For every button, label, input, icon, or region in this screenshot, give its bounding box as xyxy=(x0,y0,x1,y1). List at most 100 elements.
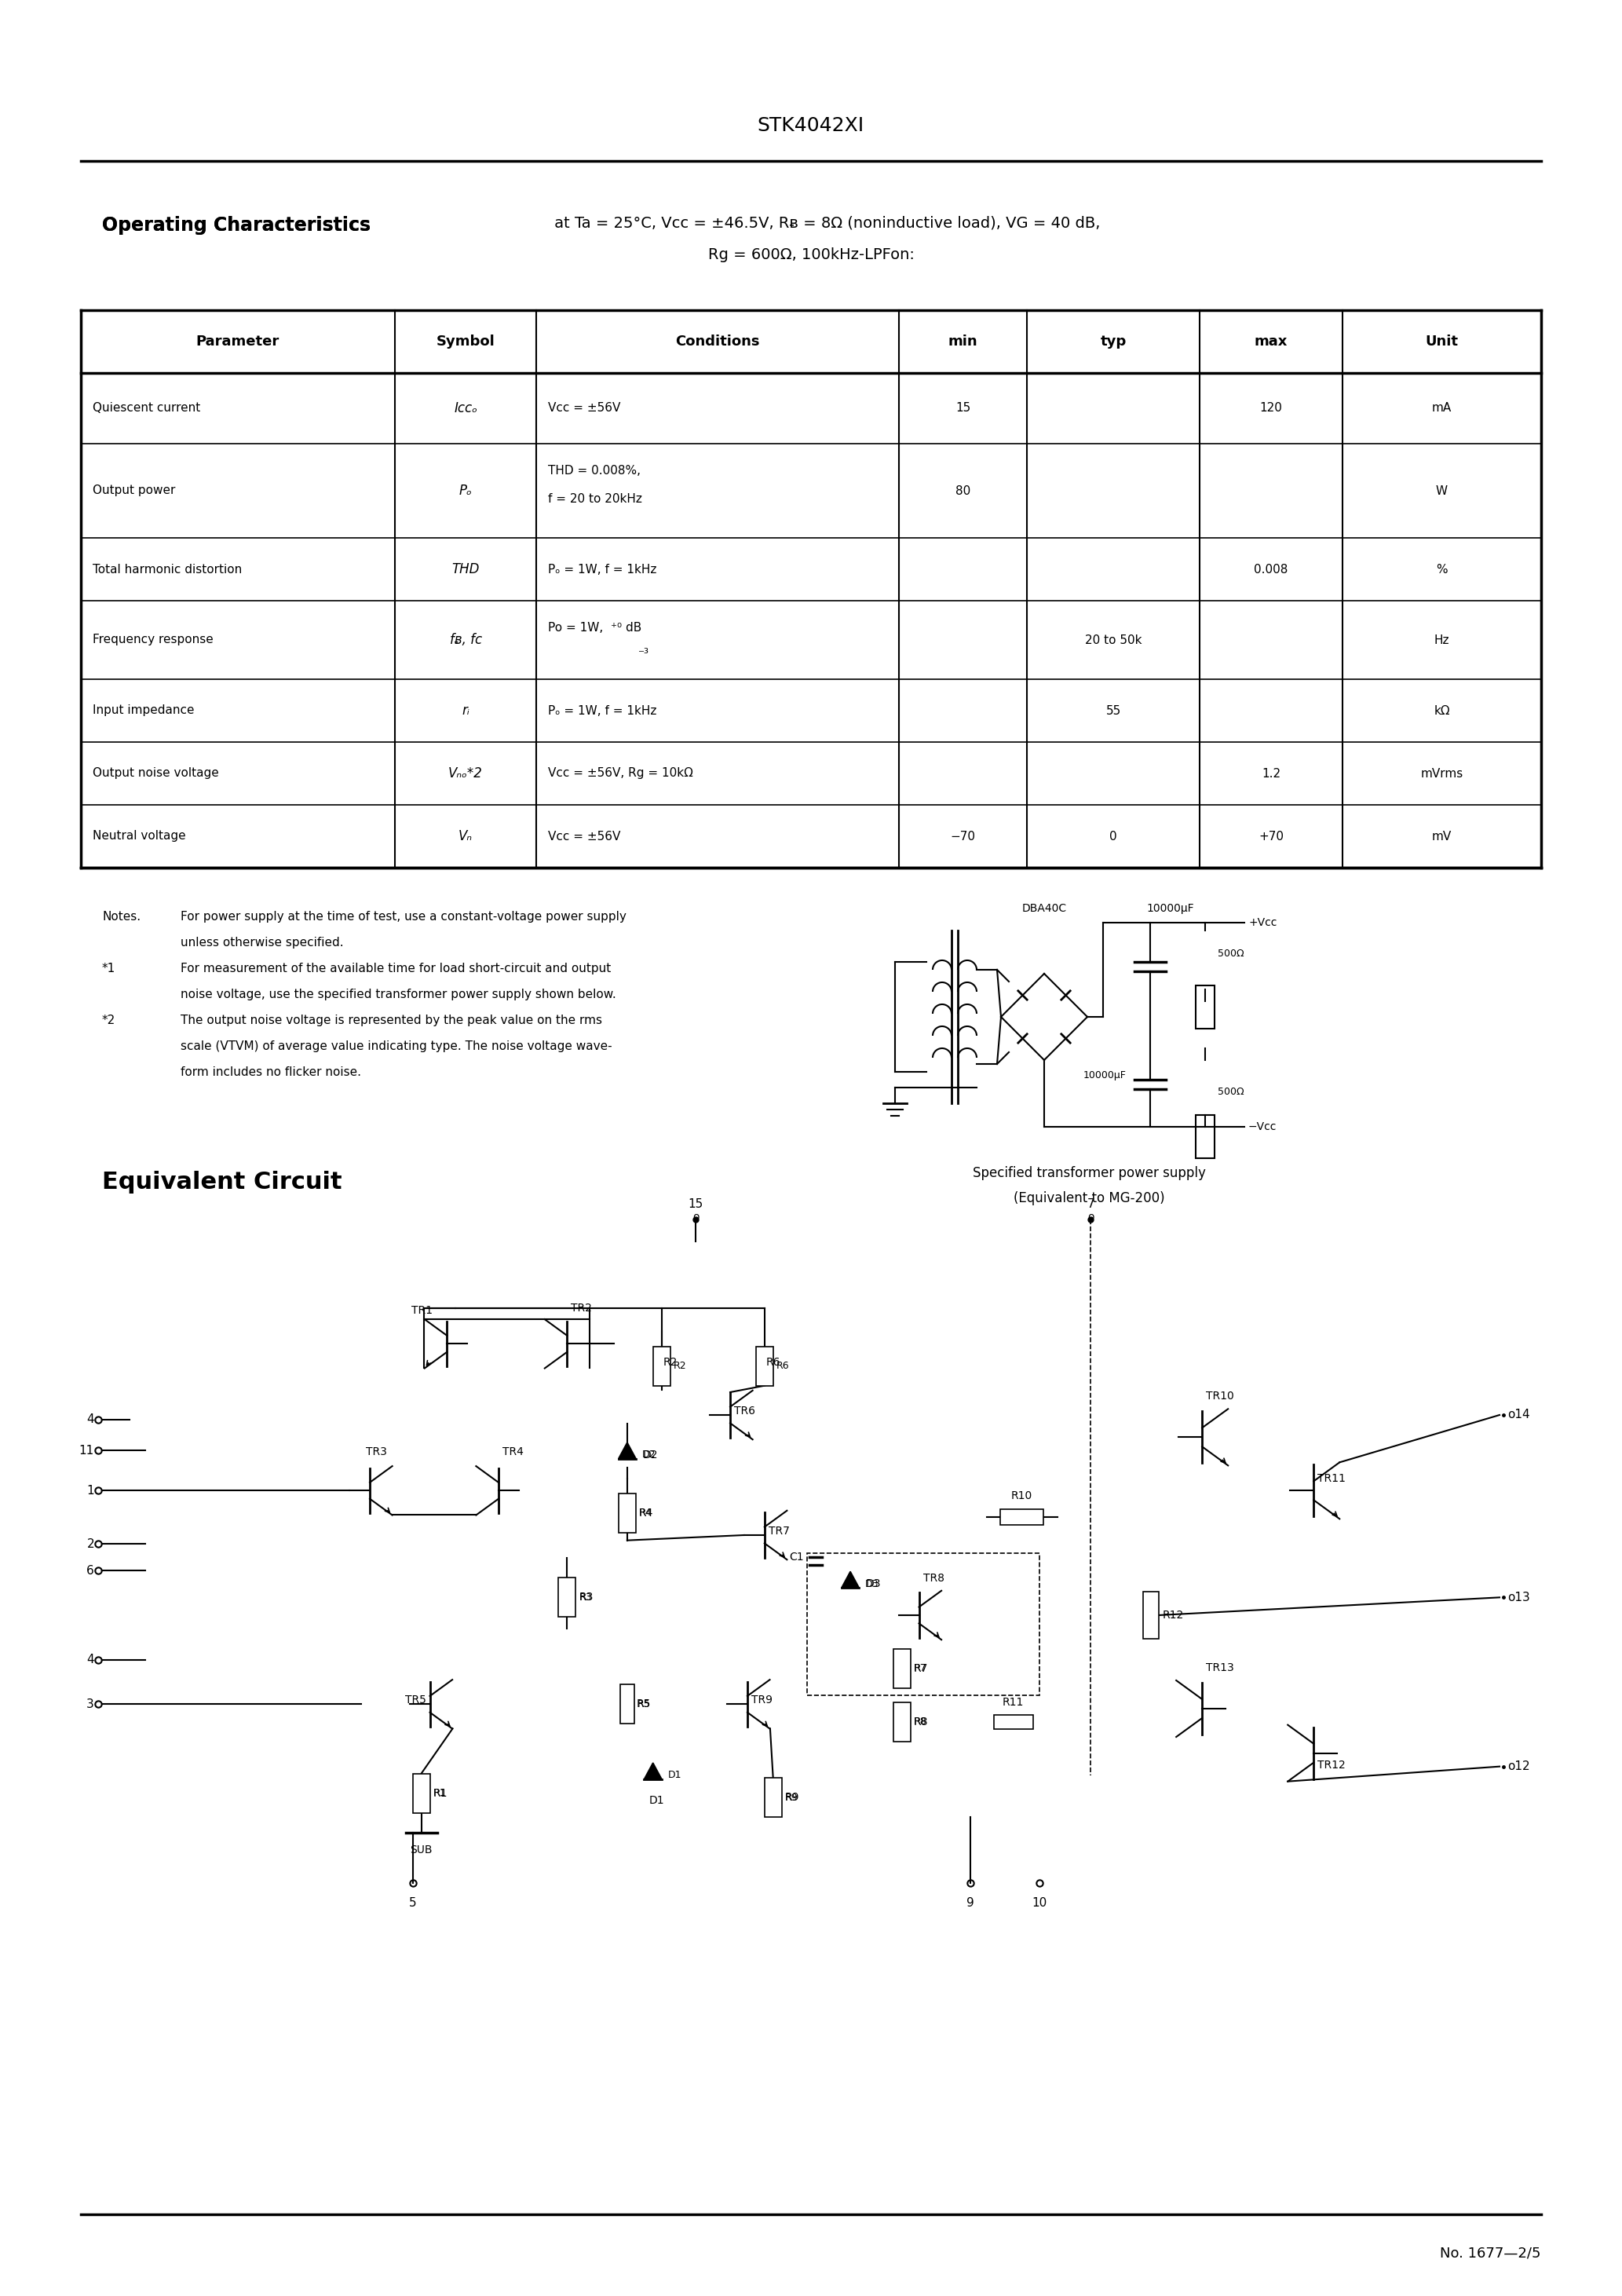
Text: DBA40C: DBA40C xyxy=(1022,902,1067,914)
Text: Frequency response: Frequency response xyxy=(92,634,214,645)
Text: R5: R5 xyxy=(637,1699,650,1711)
Text: D1: D1 xyxy=(649,1795,665,1807)
Text: TR8: TR8 xyxy=(923,1573,944,1584)
Text: TR7: TR7 xyxy=(769,1527,790,1536)
Text: o13: o13 xyxy=(1507,1591,1530,1603)
Bar xyxy=(756,1345,774,1387)
Text: 10000μF: 10000μF xyxy=(1083,1070,1127,1081)
Text: No. 1677—2/5: No. 1677—2/5 xyxy=(1440,2245,1541,2262)
Text: Vₙ: Vₙ xyxy=(459,829,472,843)
Polygon shape xyxy=(618,1442,636,1458)
Text: Notes.: Notes. xyxy=(102,912,141,923)
Text: R7: R7 xyxy=(913,1665,926,1674)
Text: fᴃ, fᴄ: fᴃ, fᴄ xyxy=(449,634,482,647)
Text: *1: *1 xyxy=(102,962,115,974)
Text: ₋₃: ₋₃ xyxy=(639,643,649,654)
Bar xyxy=(808,1552,1040,1694)
Bar xyxy=(654,1345,670,1387)
Text: 6: 6 xyxy=(86,1566,94,1577)
Text: 120: 120 xyxy=(1260,402,1283,413)
Text: Rg = 600Ω, 100kHz-LPFon:: Rg = 600Ω, 100kHz-LPFon: xyxy=(707,248,915,262)
Text: 3: 3 xyxy=(86,1699,94,1711)
Text: R5: R5 xyxy=(637,1699,650,1708)
Text: 0.008: 0.008 xyxy=(1254,563,1288,576)
Text: −70: −70 xyxy=(950,831,975,843)
Text: R8: R8 xyxy=(913,1717,928,1727)
Text: R9: R9 xyxy=(785,1793,798,1802)
Text: Pₒ = 1W, f = 1kHz: Pₒ = 1W, f = 1kHz xyxy=(548,705,657,716)
Text: R12: R12 xyxy=(1163,1609,1184,1621)
Bar xyxy=(994,1715,1033,1729)
Bar xyxy=(618,1492,636,1531)
Bar xyxy=(894,1649,910,1688)
Text: TR12: TR12 xyxy=(1317,1759,1346,1770)
Text: R9: R9 xyxy=(785,1793,800,1802)
Text: Vᴄᴄ = ±56V: Vᴄᴄ = ±56V xyxy=(548,402,621,413)
Text: 2: 2 xyxy=(86,1538,94,1550)
Text: 4: 4 xyxy=(86,1414,94,1426)
Text: D1: D1 xyxy=(668,1770,681,1779)
Bar xyxy=(412,1773,430,1814)
Text: 1: 1 xyxy=(86,1486,94,1497)
Text: 20 to 50k: 20 to 50k xyxy=(1085,634,1142,645)
Text: Total harmonic distortion: Total harmonic distortion xyxy=(92,563,242,576)
Text: Symbol: Symbol xyxy=(436,335,495,349)
Text: Equivalent Circuit: Equivalent Circuit xyxy=(102,1171,342,1194)
Text: f = 20 to 20kHz: f = 20 to 20kHz xyxy=(548,494,642,505)
Text: 1.2: 1.2 xyxy=(1262,767,1280,778)
Text: R7: R7 xyxy=(913,1662,928,1674)
Text: Conditions: Conditions xyxy=(675,335,759,349)
Text: TR13: TR13 xyxy=(1207,1662,1234,1674)
Text: +Vᴄᴄ: +Vᴄᴄ xyxy=(1249,916,1277,928)
Bar xyxy=(1144,1591,1158,1639)
Text: R1: R1 xyxy=(433,1789,448,1798)
Text: unless otherwise specified.: unless otherwise specified. xyxy=(180,937,344,948)
Text: mVrms: mVrms xyxy=(1421,767,1463,778)
Text: +70: +70 xyxy=(1259,831,1283,843)
Text: R10: R10 xyxy=(1011,1490,1033,1502)
Text: R4: R4 xyxy=(639,1508,654,1518)
Text: R6: R6 xyxy=(777,1362,790,1371)
Text: Unit: Unit xyxy=(1426,335,1458,349)
Text: 55: 55 xyxy=(1106,705,1121,716)
Text: For measurement of the available time for load short-circuit and output: For measurement of the available time fo… xyxy=(180,962,611,974)
Text: TR6: TR6 xyxy=(735,1405,756,1417)
Text: THD: THD xyxy=(453,563,480,576)
Text: W: W xyxy=(1435,484,1448,496)
Text: TR4: TR4 xyxy=(503,1446,524,1458)
Text: 10: 10 xyxy=(1032,1896,1046,1908)
Bar xyxy=(1195,985,1215,1029)
Text: TR5: TR5 xyxy=(406,1694,427,1706)
Text: TR9: TR9 xyxy=(751,1694,772,1706)
Text: −Vᴄᴄ: −Vᴄᴄ xyxy=(1249,1120,1277,1132)
Text: D3: D3 xyxy=(865,1580,879,1589)
Text: 500Ω: 500Ω xyxy=(1218,1086,1244,1097)
Text: mV: mV xyxy=(1432,831,1452,843)
Text: TR3: TR3 xyxy=(367,1446,388,1458)
Text: R2: R2 xyxy=(673,1362,686,1371)
Text: R8: R8 xyxy=(913,1717,926,1727)
Text: rᵢ: rᵢ xyxy=(462,703,469,719)
Text: Vᴄᴄ = ±56V: Vᴄᴄ = ±56V xyxy=(548,831,621,843)
Text: R1: R1 xyxy=(433,1789,446,1798)
Text: o14: o14 xyxy=(1507,1410,1530,1421)
Text: R3: R3 xyxy=(579,1593,592,1603)
Text: C1: C1 xyxy=(790,1552,805,1564)
Text: Output noise voltage: Output noise voltage xyxy=(92,767,219,778)
Text: Vₙₒ*2: Vₙₒ*2 xyxy=(448,767,483,781)
Text: D2: D2 xyxy=(642,1449,655,1460)
Text: TR1: TR1 xyxy=(412,1306,433,1316)
Text: 15: 15 xyxy=(955,402,970,413)
Text: o12: o12 xyxy=(1507,1761,1530,1773)
Text: %: % xyxy=(1435,563,1447,576)
Text: max: max xyxy=(1254,335,1288,349)
Text: R6: R6 xyxy=(766,1357,780,1368)
Bar xyxy=(1001,1508,1043,1525)
Text: 10000μF: 10000μF xyxy=(1147,902,1194,914)
Text: Input impedance: Input impedance xyxy=(92,705,195,716)
Text: STK4042XI: STK4042XI xyxy=(757,117,865,135)
Text: Quiescent current: Quiescent current xyxy=(92,402,201,413)
Text: noise voltage, use the specified transformer power supply shown below.: noise voltage, use the specified transfo… xyxy=(180,990,616,1001)
Text: mA: mA xyxy=(1432,402,1452,413)
Text: 5: 5 xyxy=(409,1896,417,1908)
